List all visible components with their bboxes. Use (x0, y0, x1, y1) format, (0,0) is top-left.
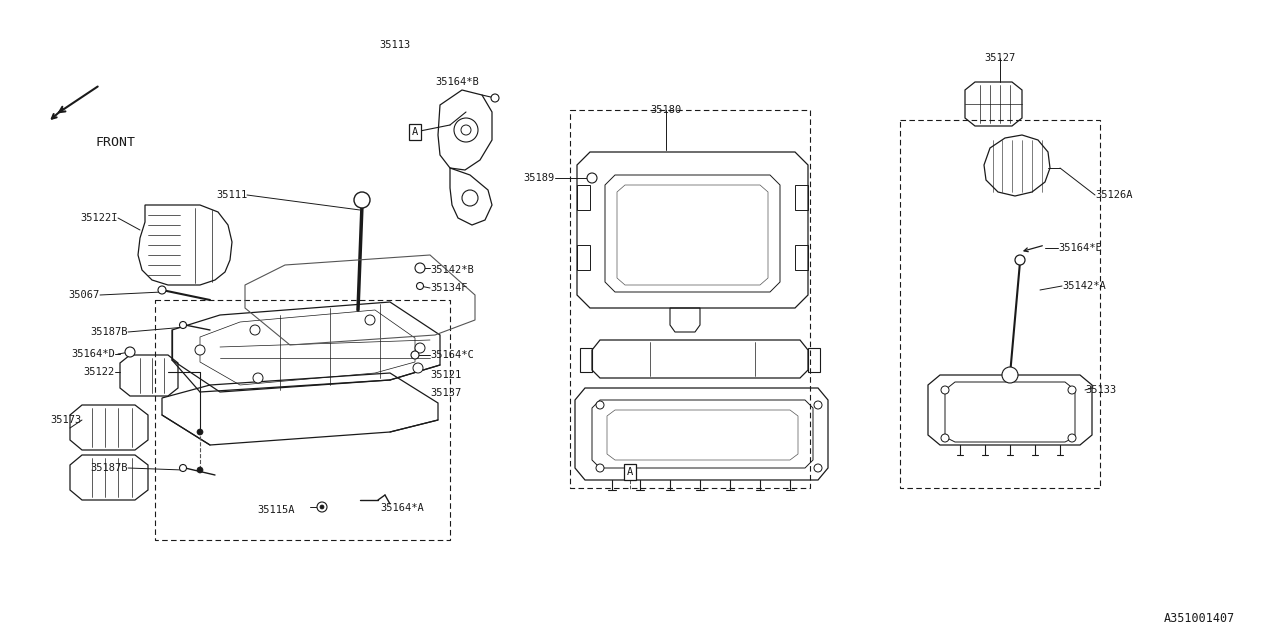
Circle shape (588, 173, 596, 183)
Circle shape (125, 347, 134, 357)
Circle shape (320, 505, 324, 509)
Text: 35173: 35173 (51, 415, 82, 425)
Circle shape (1002, 367, 1018, 383)
Circle shape (941, 434, 948, 442)
Text: 35189: 35189 (524, 173, 556, 183)
Text: 35142*A: 35142*A (1062, 281, 1106, 291)
Text: 35164*D: 35164*D (72, 349, 115, 359)
Text: 35180: 35180 (650, 105, 682, 115)
Text: A351001407: A351001407 (1164, 611, 1235, 625)
Circle shape (179, 465, 187, 472)
Text: 35127: 35127 (984, 53, 1015, 63)
Circle shape (317, 502, 326, 512)
Text: 35134F: 35134F (430, 283, 467, 293)
Text: 35111: 35111 (216, 190, 248, 200)
Circle shape (454, 118, 477, 142)
Circle shape (179, 321, 187, 328)
Text: 35164*C: 35164*C (430, 350, 474, 360)
Circle shape (416, 282, 424, 289)
Circle shape (197, 467, 204, 473)
Text: 35122: 35122 (83, 367, 115, 377)
Circle shape (195, 345, 205, 355)
Text: 35187B: 35187B (91, 327, 128, 337)
Circle shape (814, 464, 822, 472)
Circle shape (197, 429, 204, 435)
Text: A: A (627, 467, 634, 477)
Text: 35164*B: 35164*B (435, 77, 479, 87)
Text: 35121: 35121 (430, 370, 461, 380)
Text: 35187B: 35187B (91, 463, 128, 473)
Text: 35122I: 35122I (81, 213, 118, 223)
Text: 35133: 35133 (1085, 385, 1116, 395)
Circle shape (250, 325, 260, 335)
Circle shape (596, 464, 604, 472)
Circle shape (365, 315, 375, 325)
Circle shape (415, 263, 425, 273)
Circle shape (462, 190, 477, 206)
Text: 35067: 35067 (69, 290, 100, 300)
Circle shape (1068, 386, 1076, 394)
Circle shape (253, 373, 262, 383)
Circle shape (415, 343, 425, 353)
Text: 35164*A: 35164*A (380, 503, 424, 513)
Text: 35142*B: 35142*B (430, 265, 474, 275)
Text: 35137: 35137 (430, 388, 461, 398)
Text: 35164*E: 35164*E (1059, 243, 1102, 253)
Text: 35126A: 35126A (1094, 190, 1133, 200)
Circle shape (461, 125, 471, 135)
Text: A: A (412, 127, 419, 137)
Circle shape (157, 286, 166, 294)
Circle shape (1068, 434, 1076, 442)
Circle shape (941, 386, 948, 394)
Circle shape (492, 94, 499, 102)
Text: 35115A: 35115A (257, 505, 294, 515)
Text: 35113: 35113 (379, 40, 411, 50)
Text: FRONT: FRONT (95, 136, 134, 148)
Circle shape (355, 192, 370, 208)
Circle shape (413, 363, 422, 373)
Circle shape (1015, 255, 1025, 265)
Circle shape (814, 401, 822, 409)
Circle shape (411, 351, 419, 359)
Circle shape (596, 401, 604, 409)
